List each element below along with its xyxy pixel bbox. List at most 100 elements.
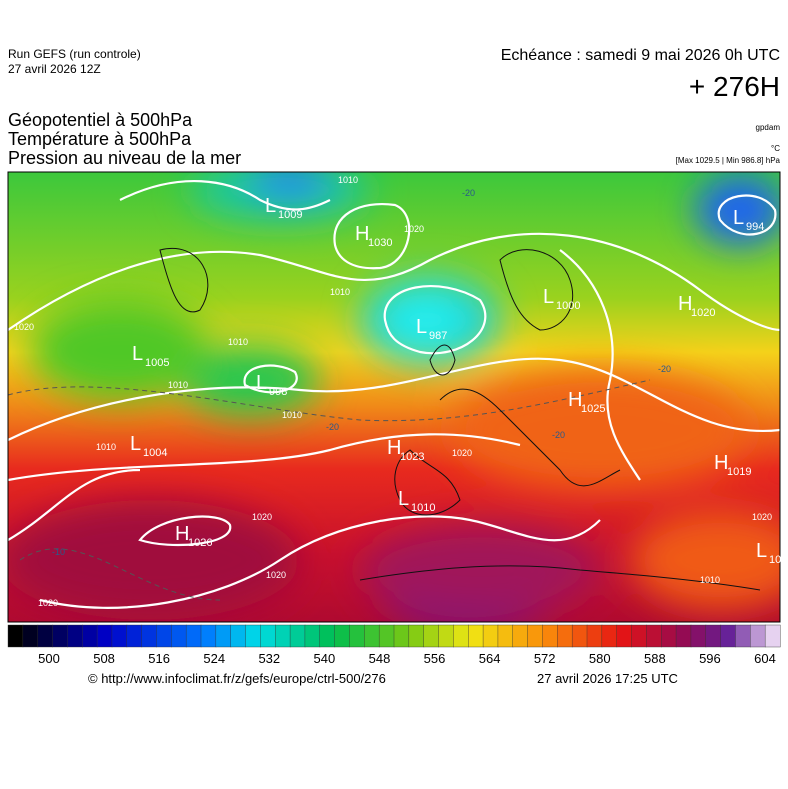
colorbar-cell bbox=[661, 624, 677, 648]
isobar-label: 1010 bbox=[330, 287, 350, 297]
colorbar-label: 564 bbox=[479, 651, 501, 666]
colorbar-cell bbox=[319, 624, 336, 648]
colorbar-cell bbox=[364, 624, 380, 648]
colorbar-cell bbox=[126, 624, 143, 648]
center-letter: L bbox=[756, 540, 767, 562]
colorbar-label: 580 bbox=[589, 651, 611, 666]
generated-time: 27 avril 2026 17:25 UTC bbox=[537, 671, 678, 686]
colorbar-cell bbox=[22, 624, 39, 648]
colorbar-cell bbox=[468, 624, 484, 648]
temp-label: -20 bbox=[326, 422, 339, 432]
colorbar-cell bbox=[482, 624, 499, 648]
source-url: © http://www.infoclimat.fr/z/gefs/europe… bbox=[88, 671, 386, 686]
colorbar-cell bbox=[557, 624, 573, 648]
colorbar-cell bbox=[111, 624, 128, 648]
center-letter: H bbox=[175, 523, 189, 545]
valid-time: Echéance : samedi 9 mai 2026 0h UTC bbox=[501, 47, 780, 64]
map-frame bbox=[7, 171, 781, 623]
colorbar-cell bbox=[690, 624, 707, 648]
isobar-label: 1020 bbox=[404, 224, 424, 234]
run-name: Run GEFS (run controle) bbox=[8, 47, 141, 61]
center-value: 994 bbox=[746, 221, 764, 233]
center-value: 1000 bbox=[556, 300, 580, 312]
map-title: Température à 500hPa bbox=[8, 129, 192, 149]
center-letter: L bbox=[398, 488, 409, 510]
center-letter: L bbox=[130, 433, 141, 455]
colorbar-cell bbox=[720, 624, 736, 648]
colorbar-cell bbox=[37, 624, 54, 648]
colorbar-label: 596 bbox=[699, 651, 721, 666]
colorbar-cell bbox=[289, 624, 306, 648]
isobar-label: 1010 bbox=[96, 442, 116, 452]
center-value: 1026 bbox=[188, 537, 212, 549]
colorbar-label: 588 bbox=[644, 651, 666, 666]
center-letter: L bbox=[256, 372, 267, 394]
center-letter: H bbox=[568, 389, 582, 411]
colorbar-cell bbox=[171, 624, 187, 648]
center-value: 987 bbox=[429, 330, 447, 342]
colorbar-cell bbox=[304, 624, 321, 648]
isobar-label: 1010 bbox=[282, 410, 302, 420]
colorbar-cell bbox=[601, 624, 618, 648]
center-value: 1020 bbox=[691, 307, 715, 319]
map bbox=[8, 172, 780, 622]
temp-lines bbox=[8, 379, 651, 601]
isobar-label: 1020 bbox=[38, 598, 58, 608]
isobar-label: 1010 bbox=[700, 575, 720, 585]
colorbar-cell bbox=[7, 624, 24, 648]
colorbar-label: 604 bbox=[754, 651, 776, 666]
isobar-label: 1010 bbox=[338, 175, 358, 185]
isobar-label: 1020 bbox=[452, 448, 472, 458]
isobar-label: 1010 bbox=[168, 380, 188, 390]
colorbar-cell bbox=[764, 624, 781, 648]
temp-label: -10 bbox=[52, 547, 65, 557]
temp-label: -20 bbox=[462, 188, 475, 198]
center-letter: L bbox=[132, 343, 143, 365]
colorbar-label: 508 bbox=[93, 651, 115, 666]
center-value: 1010 bbox=[411, 502, 435, 514]
colorbar-cell bbox=[497, 624, 514, 648]
center-letter: H bbox=[678, 293, 692, 315]
center-letter: L bbox=[543, 286, 554, 308]
colorbar-cell bbox=[527, 624, 543, 648]
colorbar-cell bbox=[750, 624, 766, 648]
center-value: 1009 bbox=[278, 209, 302, 221]
colorbar-cell bbox=[616, 624, 633, 648]
center-value: 1019 bbox=[727, 466, 751, 478]
colorbar-cell bbox=[96, 624, 113, 648]
center-value: 1025 bbox=[581, 403, 605, 415]
colorbar-label: 532 bbox=[258, 651, 280, 666]
colorbar-cell bbox=[378, 624, 395, 648]
colorbar-label: 516 bbox=[148, 651, 170, 666]
map-title: Géopotentiel à 500hPa bbox=[8, 110, 193, 130]
center-letter: H bbox=[714, 452, 728, 474]
colorbar-cell bbox=[200, 624, 217, 648]
colorbar-label: 500 bbox=[38, 651, 60, 666]
temp-label: -20 bbox=[552, 430, 565, 440]
colorbar-label: 524 bbox=[203, 651, 225, 666]
colorbar-label: 548 bbox=[369, 651, 391, 666]
unit-label: gpdam bbox=[756, 123, 781, 132]
colorbar-cell bbox=[705, 624, 722, 648]
unit-label: °C bbox=[771, 144, 780, 153]
colorbar-cell bbox=[156, 624, 172, 648]
colorbar-cell bbox=[67, 624, 83, 648]
isobar-label: 1010 bbox=[228, 337, 248, 347]
colorbar-cell bbox=[275, 624, 291, 648]
center-value: 998 bbox=[269, 386, 287, 398]
colorbar-cell bbox=[260, 624, 276, 648]
temp-label: -20 bbox=[658, 364, 671, 374]
colorbar-cell bbox=[646, 624, 662, 648]
colorbar-cell bbox=[423, 624, 440, 648]
run-date: 27 avril 2026 12Z bbox=[8, 62, 101, 76]
map-title: Pression au niveau de la mer bbox=[8, 148, 241, 168]
coastlines bbox=[159, 248, 761, 591]
colorbar-cell bbox=[571, 624, 588, 648]
center-value: 1004 bbox=[143, 447, 167, 459]
center-letter: L bbox=[416, 316, 427, 338]
colorbar-cell bbox=[675, 624, 692, 648]
colorbar-cell bbox=[245, 624, 261, 648]
colorbar-cell bbox=[141, 624, 157, 648]
colorbar-cell bbox=[349, 624, 365, 648]
